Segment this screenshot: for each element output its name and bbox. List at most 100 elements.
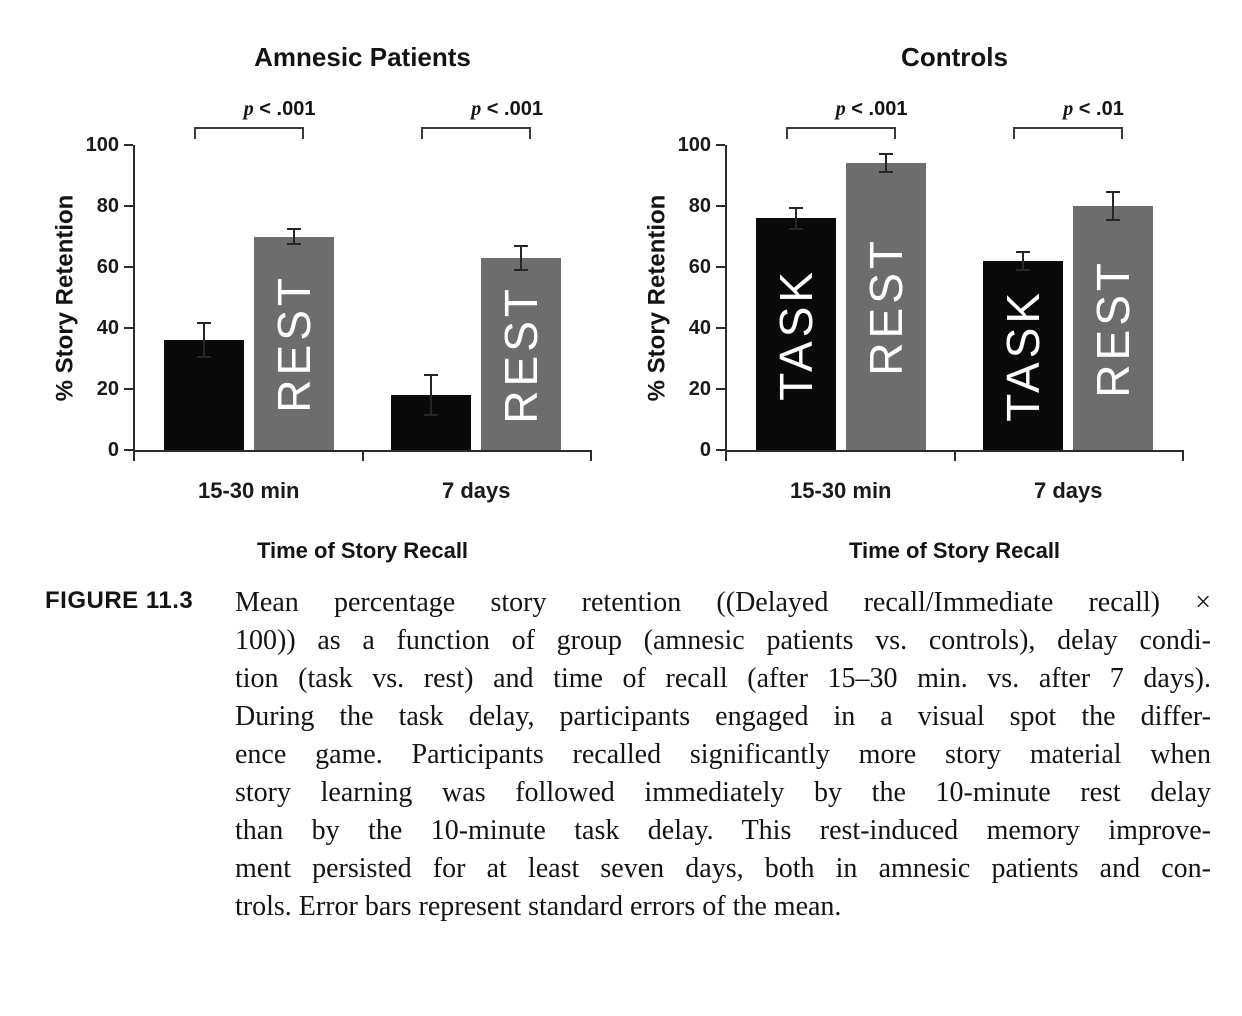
error-bar [520, 245, 523, 271]
y-tick-label: 20 [688, 378, 711, 400]
error-bar [430, 375, 433, 415]
x-category-label: 7 days [1034, 478, 1103, 503]
error-bar [292, 228, 295, 245]
x-axis-tick [361, 452, 364, 461]
p-comparison: < .01 [1073, 98, 1124, 120]
bar-rest: REST [481, 257, 562, 450]
y-axis-tick [716, 388, 725, 390]
y-axis-tick [124, 144, 133, 146]
y-tick-label: 80 [96, 195, 119, 217]
bar-rest: REST [845, 163, 926, 450]
p-value-label: p < .001 [159, 98, 339, 121]
error-bar [202, 323, 205, 357]
significance-bracket [785, 127, 896, 139]
x-category-label: 15-30 min [790, 478, 892, 503]
bar-task: TASK [755, 218, 836, 450]
significance-bracket [421, 127, 532, 139]
figure-caption-body: Mean percentage story retention ((Delaye… [235, 584, 1211, 926]
x-axis-tick [590, 452, 592, 461]
bar-label-rest: REST [267, 273, 320, 413]
error-bar [884, 154, 887, 173]
y-axis-tick [124, 388, 133, 390]
error-bar-cap-top [424, 374, 439, 377]
error-bar-cap-top [1016, 250, 1031, 253]
y-axis-tick [124, 205, 133, 207]
p-value-label: p < .01 [978, 98, 1158, 121]
y-axis-tick [716, 266, 725, 268]
error-bar-cap-bottom [514, 269, 529, 272]
y-axis-tick [716, 327, 725, 329]
x-axis-label: Time of Story Recall [256, 538, 469, 563]
bar-task: TASK [983, 260, 1064, 450]
y-axis-tick [716, 449, 725, 451]
p-value-label: p < .001 [751, 98, 931, 121]
y-tick-label: 60 [96, 256, 119, 278]
p-value-label: p < .001 [386, 98, 566, 121]
significance-bracket [193, 127, 304, 139]
x-axis-tick [1182, 452, 1184, 461]
error-bar-cap-bottom [196, 355, 211, 358]
error-bar-cap-top [1106, 191, 1121, 194]
x-axis-tick [725, 452, 727, 461]
caption-line: than by the 10-minute task delay. This r… [235, 815, 1211, 846]
bar-rest: REST [253, 236, 334, 450]
y-tick-label: 0 [699, 439, 711, 461]
error-bar [1112, 192, 1115, 220]
figure-area: Amnesic Patients 0 20 40 60 80 100 % Story Rete… [52, 42, 1184, 563]
caption-line: trols. Error bars represent standard err… [235, 891, 842, 922]
error-bar-cap-bottom [424, 413, 439, 416]
chart-controls: Controls 0 20 40 60 80 100 % Story Retention Tim… [612, 30, 1197, 575]
y-tick-label: 20 [96, 378, 119, 400]
y-tick-label: 40 [96, 317, 119, 339]
y-axis-tick [124, 327, 133, 329]
bar-rest: REST [1073, 206, 1154, 450]
bar-label-rest: REST [1087, 258, 1140, 398]
x-axis-tick [133, 452, 135, 461]
y-axis-label: % Story Retention [643, 194, 671, 401]
y-axis-tick [124, 449, 133, 451]
caption-line: Mean percentage story retention ((Delaye… [235, 587, 1211, 618]
error-bar [1022, 251, 1025, 271]
y-tick-label: 40 [688, 317, 711, 339]
error-bar-cap-bottom [878, 171, 893, 174]
caption-line: tion (task vs. rest) and time of recall … [235, 663, 1211, 694]
y-tick-label: 100 [85, 134, 119, 156]
x-category-label: 15-30 min [198, 478, 300, 503]
y-tick-label: 80 [688, 195, 711, 217]
caption-line: story learning was followed immediately … [235, 777, 1211, 808]
x-axis-line [725, 450, 1184, 452]
y-axis-tick [716, 144, 725, 146]
y-axis-line [725, 145, 727, 452]
chart-title: Amnesic Patients [254, 42, 471, 72]
significance-bracket [1013, 127, 1124, 139]
p-symbol: p [243, 98, 254, 120]
p-symbol: p [471, 98, 482, 120]
caption-line: ence game. Participants recalled signifi… [235, 739, 1211, 770]
x-category-label: 7 days [442, 478, 511, 503]
figure-caption-label: FIGURE 11.3 [45, 587, 194, 614]
error-bar-cap-top [196, 322, 211, 325]
y-tick-label: 60 [688, 256, 711, 278]
bar-label-task: TASK [997, 289, 1050, 422]
p-symbol: p [835, 98, 846, 120]
error-bar [794, 207, 797, 229]
y-axis-tick [716, 205, 725, 207]
bar-label-rest: REST [859, 237, 912, 376]
y-tick-label: 0 [107, 439, 119, 461]
caption-line: ment persisted for at least seven days, … [235, 853, 1211, 884]
bar-label-task: TASK [769, 267, 822, 401]
x-axis-label: Time of Story Recall [848, 538, 1061, 563]
bar-label-rest: REST [495, 284, 548, 424]
x-axis-line [133, 450, 592, 452]
y-tick-label: 100 [677, 134, 711, 156]
chart-amnesic-patients: Amnesic Patients 0 20 40 60 80 100 % Story Rete… [20, 30, 605, 575]
x-axis-tick [953, 452, 956, 461]
error-bar-cap-top [514, 244, 529, 247]
p-comparison: < .001 [845, 98, 908, 120]
error-bar-cap-bottom [286, 243, 301, 246]
error-bar-cap-bottom [1106, 218, 1121, 221]
y-axis-line [133, 145, 135, 452]
error-bar-cap-top [878, 153, 893, 156]
bar-task [163, 340, 244, 450]
error-bar-cap-top [788, 206, 803, 209]
